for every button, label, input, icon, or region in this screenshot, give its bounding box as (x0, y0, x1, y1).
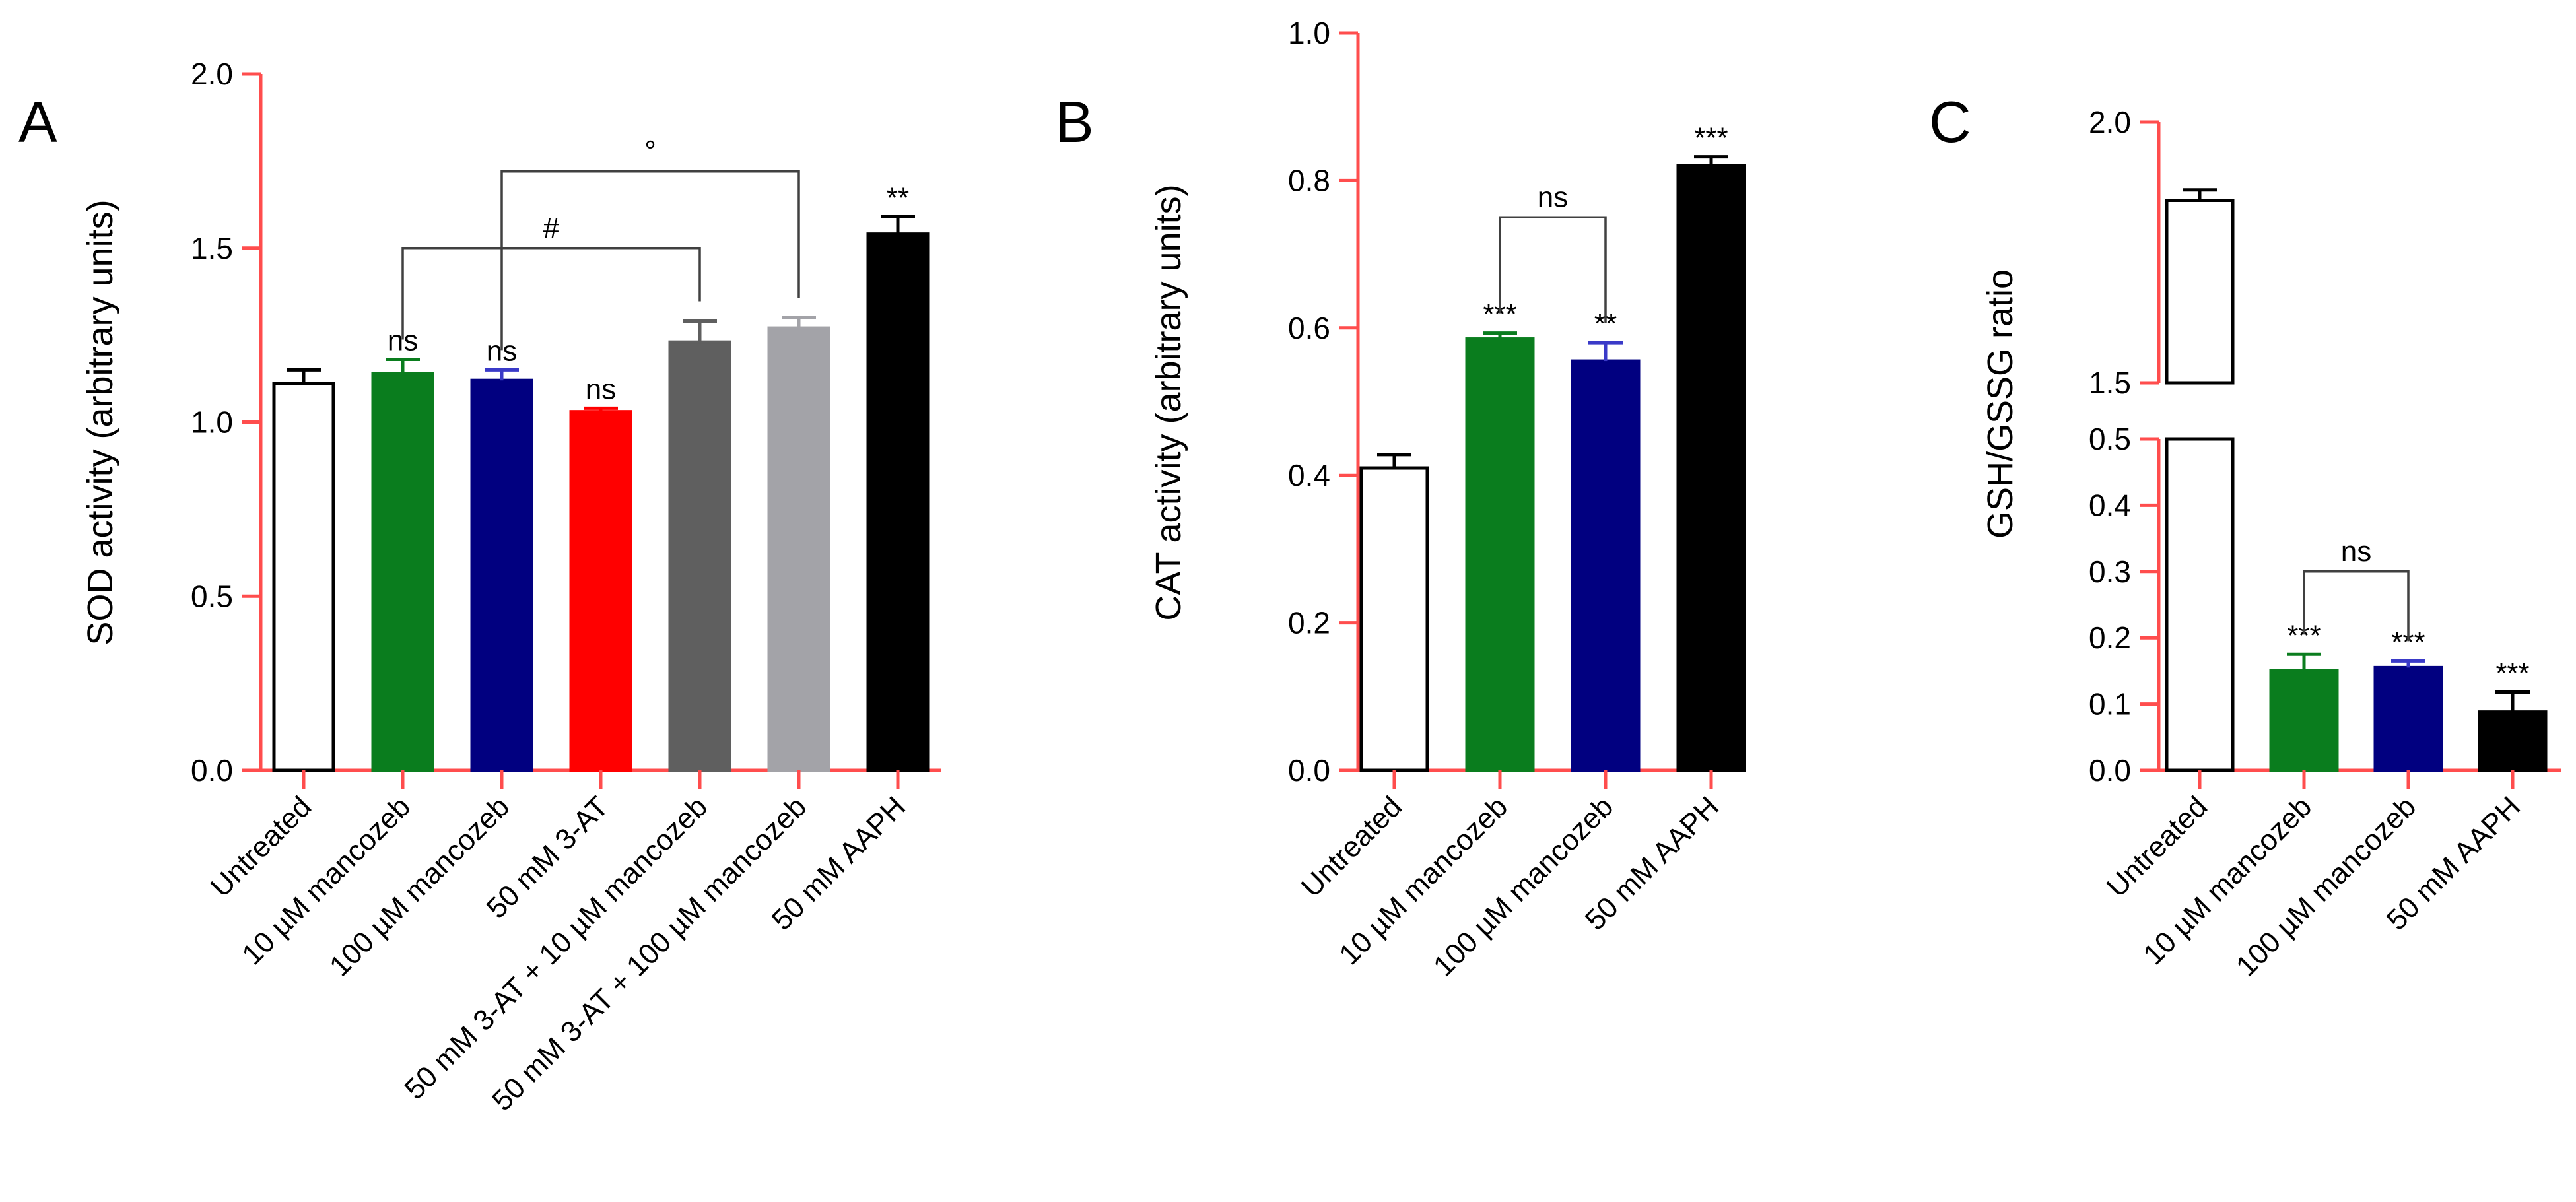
axis-break-gap (2163, 385, 2237, 436)
bar (2373, 665, 2443, 772)
y-tick-label: 0.4 (1288, 458, 1330, 492)
x-category-label: 100 µM mancozeb (1427, 790, 1619, 982)
bracket-label: ns (1538, 181, 1568, 213)
bracket-label: ° (644, 135, 656, 168)
bar (272, 382, 335, 772)
y-tick-label: 0.6 (1288, 311, 1330, 345)
y-tick-label: 2.0 (2089, 105, 2131, 139)
bar (2478, 710, 2548, 772)
bar (371, 372, 434, 772)
y-tick-label: 0.2 (2089, 620, 2131, 655)
y-axis-title: SOD activity (arbitrary units) (81, 199, 120, 645)
bar (866, 232, 930, 772)
y-tick-label: 0.4 (2089, 488, 2131, 522)
y-tick-label: 0.8 (1288, 163, 1330, 197)
x-category-label: Untreated (1295, 790, 1408, 903)
bar (2269, 669, 2339, 772)
bar (2165, 199, 2235, 385)
x-category-label: 100 µM mancozeb (2230, 790, 2422, 982)
bar (668, 340, 731, 772)
y-tick-label: 2.0 (191, 57, 233, 91)
y-tick-label: 0.5 (191, 579, 233, 613)
bar (470, 378, 533, 772)
bar (767, 326, 830, 772)
bar (1359, 466, 1429, 772)
y-tick-label: 0.0 (191, 753, 233, 787)
bar (2165, 437, 2235, 772)
y-tick-label: 0.3 (2089, 554, 2131, 589)
bar (1571, 359, 1641, 772)
comparison-bracket (2303, 570, 2410, 642)
y-axis-title: CAT activity (arbitrary units) (1149, 184, 1188, 620)
y-tick-label: 1.0 (191, 405, 233, 440)
bracket-label: # (543, 212, 560, 244)
panel-letter: C (1929, 89, 1971, 154)
y-tick-label: 1.5 (191, 231, 233, 265)
comparison-bracket (1499, 216, 1607, 323)
panel-c-gsh-gssg-chart: C GSH/GSSG ratio 0.0 0.1 0.2 0.3 0.4 0.5 1.5 2.0 U… (1929, 89, 2561, 983)
panel-letter: B (1055, 89, 1094, 154)
comparison-bracket (401, 247, 701, 340)
y-tick-label: 0.1 (2089, 687, 2131, 721)
bar-group (2163, 199, 2237, 772)
y-tick-label: 1.0 (1288, 16, 1330, 50)
y-tick-label: 0.0 (1288, 753, 1330, 787)
comparison-bracket (500, 170, 800, 351)
x-category-label: Untreated (2101, 790, 2214, 903)
panel-b-cat-chart: B CAT activity (arbitrary units) 0.0 0.2 0.4… (1055, 16, 1746, 983)
significance-label: ns (586, 373, 616, 405)
panel-a-sod-chart: A SOD activity (arbitrary units) 0.0 0.5 1.0… (18, 57, 941, 1117)
y-tick-label: 0.0 (2089, 753, 2131, 787)
y-tick-label: 1.5 (2089, 366, 2131, 400)
significance-label: *** (1694, 122, 1728, 154)
x-category-label: 100 µM mancozeb (323, 790, 516, 982)
y-tick-label: 0.5 (2089, 422, 2131, 456)
bracket-label: ns (2341, 535, 2371, 568)
bar (1676, 164, 1746, 772)
significance-label: *** (2495, 657, 2529, 690)
y-axis-title: GSH/GSSG ratio (1981, 269, 2020, 539)
significance-label: ** (887, 182, 909, 214)
bar (1465, 337, 1535, 772)
bar (569, 410, 632, 772)
panel-letter: A (18, 89, 57, 154)
y-tick-label: 0.2 (1288, 606, 1330, 640)
x-category-label: 10 µM mancozeb (236, 790, 417, 971)
